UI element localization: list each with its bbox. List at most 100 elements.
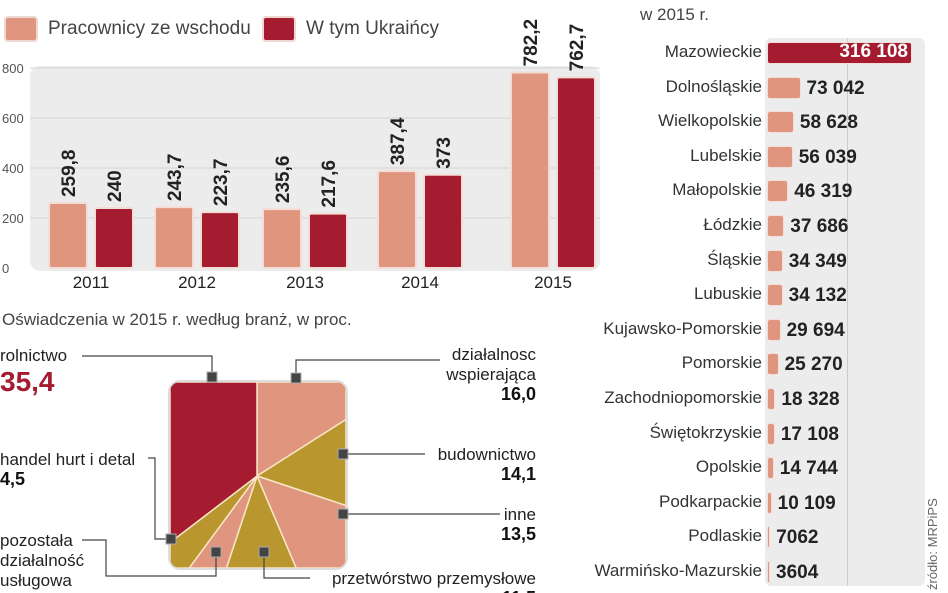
y-tick-label: 0 [2,261,9,276]
region-bar [767,526,771,549]
slice-value: 14,1 [501,464,536,484]
legend-item-ukraincy: W tym Ukraińcy [262,16,439,42]
region-bar [767,318,781,341]
region-bar [767,215,785,237]
data-label: 240 [105,170,126,202]
legend-label: Pracownicy ze wschodu [48,18,251,39]
data-label: 223,7 [211,159,232,207]
data-label: 235,6 [273,156,294,204]
bar-2013-0 [262,208,302,270]
region-label: Mazowieckie [664,42,762,61]
data-label: 243,7 [165,154,186,202]
region-bar [767,353,779,376]
x-tick-label: 2015 [534,273,572,292]
x-tick-label: 2014 [401,273,439,292]
data-label: 762,7 [567,24,588,72]
region-value: 73 042 [806,77,865,99]
region-bar [767,491,772,514]
region-value: 29 694 [786,319,845,341]
leader-marker [210,546,222,558]
y-tick-label: 400 [2,161,24,176]
region-label: Dolnośląskie [665,76,762,96]
pie-slice [170,475,258,568]
slice-label: handel hurt i detal [0,450,135,469]
pie-slice [170,382,258,545]
x-tick-label: 2013 [286,273,324,292]
leader-marker [290,372,302,384]
slice-value: 35,4 [0,366,55,397]
gridline [847,38,848,586]
region-label: Łódzkie [703,215,762,234]
regions-title: w 2015 r. [640,5,709,24]
bar-2012-0 [154,206,194,269]
region-value: 34 349 [788,250,847,272]
region-value: 46 319 [794,181,853,203]
leader-line [82,539,217,577]
region-value: 25 270 [784,354,843,376]
region-value: 37 686 [790,216,849,237]
leader-line [148,457,171,540]
region-bar [767,76,801,99]
region-bar [767,111,794,134]
data-label: 259,8 [59,150,80,198]
leader-line [263,552,310,579]
slice-label: działalnosc wspierająca [445,345,536,384]
bar-2011-1 [94,207,134,269]
data-label: 782,2 [521,19,542,67]
region-label: Kujawsko-Pomorskie [603,318,762,338]
slice-value: 4,5 [0,469,25,489]
bar-2011-0 [48,202,88,269]
legend-item-pracownicy: Pracownicy ze wschodu [4,16,251,42]
slice-label: budownictwo [438,445,536,464]
region-value: 58 628 [799,112,859,134]
region-bar [767,284,783,307]
slice-value: 16,0 [501,384,536,404]
legend-swatch [262,16,296,42]
bar-2014-1 [423,173,463,269]
region-bar [767,388,776,410]
region-value: 17 108 [780,423,839,445]
region-value: 34 132 [788,285,847,307]
pie-title: Oświadczenia w 2015 r. według branż, w p… [2,310,352,329]
leader-line [295,359,440,378]
pie-slice [225,473,298,568]
region-value: 10 109 [777,492,836,514]
region-label: Lubelskie [690,145,762,165]
region-label: Warmińsko-Mazurskie [594,561,762,580]
region-bar [767,42,912,64]
region-bar [767,180,789,203]
pie-slice [256,382,346,478]
x-tick-label: 2011 [73,273,110,292]
slice-value: 13,5 [501,524,536,544]
region-bar [767,457,774,480]
bar-chart-years: 0 200 400 600 800 259,8 240 2011 243,7 223,7 2012 2… [2,19,600,292]
region-bar [767,561,770,583]
slice-label: przetwórstwo przemysłowe [332,569,536,588]
region-label: Opolskie [695,457,762,477]
region-value: 18 328 [781,389,840,410]
leader-marker [165,533,177,545]
slice-label: inne [504,505,536,524]
legend-label: W tym Ukraińcy [306,18,439,39]
region-label: Podlaskie [688,526,762,546]
region-label: Lubuskie [693,284,762,304]
slice-value: 11,5 [502,588,536,593]
region-label: Zachodniopomorskie [604,388,762,407]
data-label: 217,6 [319,160,340,208]
leader-marker [258,546,270,558]
legend-swatch [4,16,38,42]
pie-slice [255,474,346,568]
y-tick-label: 600 [2,111,24,126]
region-bar [767,145,793,168]
region-label: Wielkopolskie [658,111,762,131]
bar-2012-1 [200,211,240,269]
source-note: źródło: MRPiPS [925,498,940,590]
region-label: Podkarpackie [658,491,762,511]
bar-2015-1 [556,76,596,269]
x-tick-label: 2012 [178,273,216,292]
slice-label: rolnictwo [0,346,67,365]
bar-2015-0 [510,71,550,269]
data-label: 387,4 [388,117,409,165]
pie-slice [255,418,346,507]
